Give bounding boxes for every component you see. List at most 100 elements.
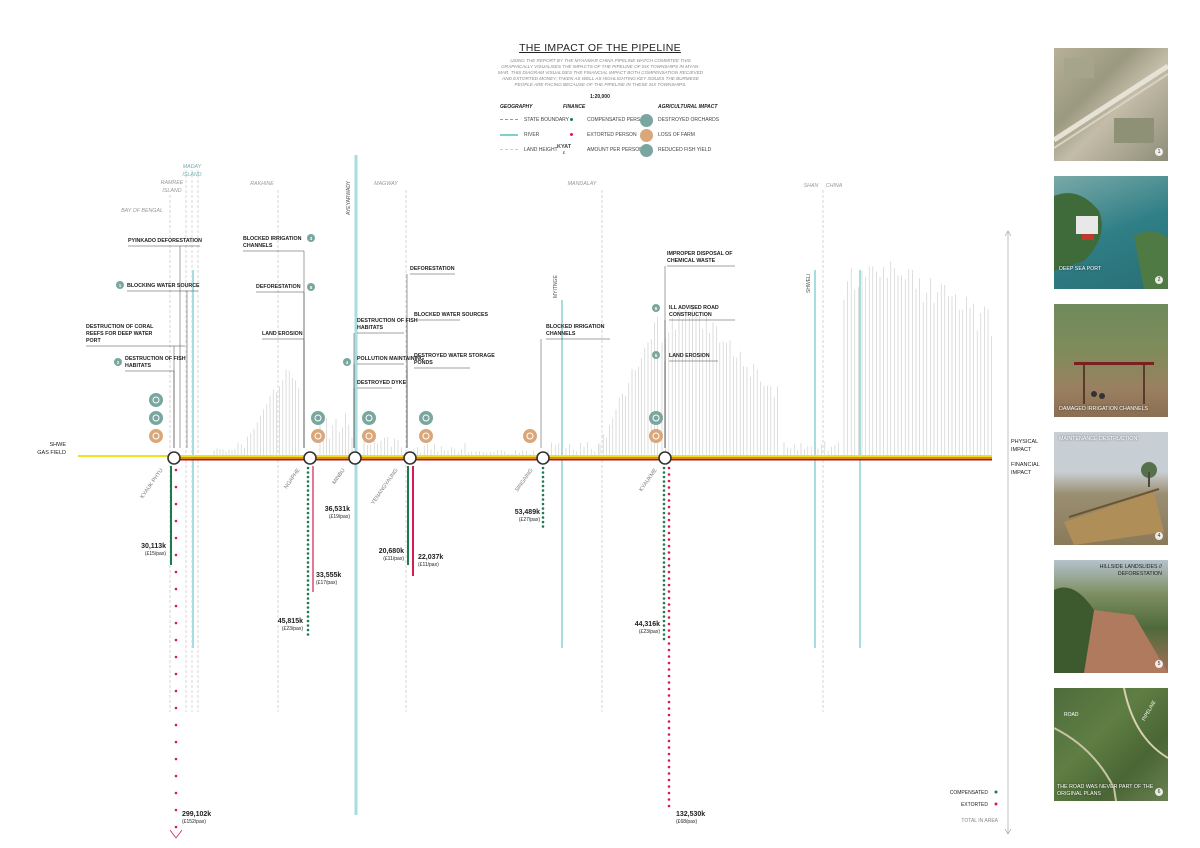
finance-amount: 299,102k [182,811,211,818]
extorted-dot [175,673,178,676]
compensated-dot [307,525,310,528]
extorted-dot [668,753,671,756]
extorted-dot [668,727,671,730]
extorted-dot [668,577,671,580]
callout-text: CHEMICAL WASTE [667,258,716,264]
extorted-dot [668,486,671,489]
extorted-dot [668,506,671,509]
photo-irrigation: DAMAGED IRRIGATION CHANNELS [1054,304,1168,417]
callout-text: HABITATS [357,325,383,331]
extorted-dot [175,588,178,591]
extorted-dot [668,532,671,535]
extorted-dot [175,809,178,812]
extorted-dot [668,701,671,704]
compensated-dot [663,570,666,573]
compensated-dot [663,503,666,506]
extorted-dot [668,675,671,678]
compensated-dot [663,588,666,591]
extorted-dot [175,724,178,727]
extorted-dot [668,746,671,749]
pipeline-diagram: THE IMPACT OF THE PIPELINE USING THE REP… [0,0,1040,848]
orchard-icon [649,411,663,425]
finance-amount: 45,815k [278,618,303,625]
township-label: MINBU [332,468,347,486]
extorted-dot [668,616,671,619]
extorted-dot [175,554,178,557]
compensated-dot [663,557,666,560]
township-node [537,452,549,464]
compensated-dot [542,516,545,519]
extorted-dot [668,798,671,801]
township-label: NGAPHE [283,467,301,490]
compensated-dot [307,480,310,483]
extorted-dot [668,538,671,541]
compensated-dot [663,602,666,605]
compensated-dot [307,521,310,524]
extorted-dot [668,525,671,528]
township-label: KYAUKME [639,467,659,492]
gas-field-label: GAS FIELD [37,450,66,456]
township-node [404,452,416,464]
compensated-dot [542,480,545,483]
extorted-dot [668,668,671,671]
compensated-dot [663,498,666,501]
callout-text: ILL ADVISED ROAD [669,305,719,311]
extorted-dot [668,571,671,574]
finance-per-person: (£15/pax) [145,551,166,557]
callout-text: CHANNELS [243,243,273,249]
pipeline-band-orange [172,457,992,459]
township-node [659,452,671,464]
compensated-dot [663,584,666,587]
compensated-dot [663,548,666,551]
finance-per-person: (£27/pax) [519,517,540,523]
finance-per-person: (£19/pax) [329,514,350,520]
photo-number: 2 [1155,276,1163,284]
region-label: RAMREE [161,180,184,186]
compensated-dot [663,593,666,596]
compensated-dot [307,539,310,542]
callout-text: BLOCKED WATER SOURCES [414,312,489,318]
finance-amount: 132,530k [676,811,705,818]
compensated-dot [307,570,310,573]
extorted-dot [668,584,671,587]
compensated-dot [307,507,310,510]
compensated-dot [663,579,666,582]
township-node [168,452,180,464]
photo-number: 4 [1155,532,1163,540]
extorted-dot [668,688,671,691]
extorted-dot [175,758,178,761]
extorted-dot [668,473,671,476]
compensated-dot [307,498,310,501]
farm-icon [362,429,376,443]
extorted-dot [668,662,671,665]
compensated-dot [663,611,666,614]
extorted-dot [175,792,178,795]
extorted-dot [668,610,671,613]
pipeline-band-red [172,459,992,461]
financial-impact-label: IMPACT [1011,470,1032,476]
township-label: YENANGYAUNG [370,468,399,506]
finance-amount: 53,489k [515,509,540,516]
finance-amount: 36,531k [325,506,350,513]
compensated-dot [542,512,545,515]
extorted-dot [175,537,178,540]
photo-satellite: 1 [1054,48,1168,161]
extorted-dot [668,649,671,652]
compensated-dot [663,534,666,537]
farm-icon [149,429,163,443]
compensated-dot [663,471,666,474]
compensated-dot [307,530,310,533]
compensated-dot [307,579,310,582]
photo-caption: DAMAGED IRRIGATION CHANNELS [1059,406,1148,413]
callout-text: LAND EROSION [262,331,303,337]
extorted-dot [175,605,178,608]
compensated-dot [542,507,545,510]
finance-per-person: (£17/pax) [316,580,337,586]
callout-text: CHANNELS [546,331,576,337]
township-label: KYAUK PHYU [140,468,165,500]
extorted-dot [668,785,671,788]
compensated-dot [542,467,545,470]
callout-text: LAND EROSION [669,353,710,359]
extorted-dot [175,826,178,829]
compensated-dot [307,620,310,623]
